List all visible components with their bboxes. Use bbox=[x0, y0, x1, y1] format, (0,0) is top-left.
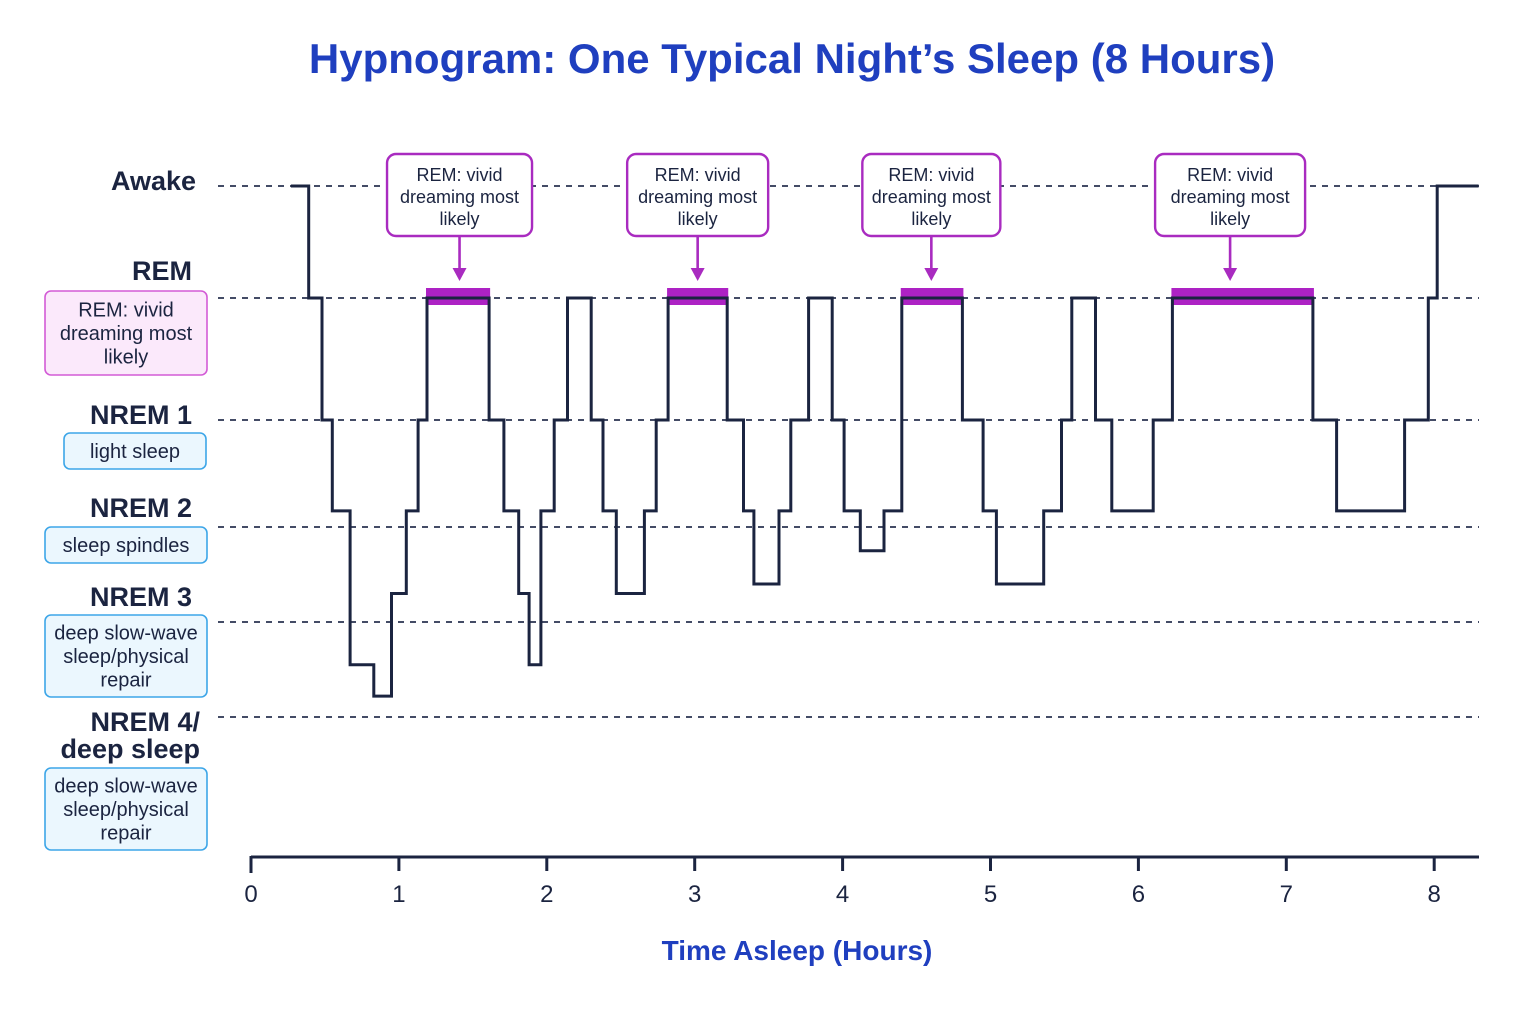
callout-text: REM: vivid dreaming most likely bbox=[1171, 165, 1290, 229]
stage-label-nrem2: NREM 2 bbox=[90, 493, 192, 523]
callout-text: REM: vivid dreaming most likely bbox=[638, 165, 757, 229]
hypnogram-series bbox=[290, 184, 1479, 698]
x-tick-label-7: 7 bbox=[1280, 881, 1293, 908]
stage-description-text: REM: vivid dreaming most likely bbox=[60, 300, 193, 369]
stage-description-nrem4: deep slow-wave sleep/physical repair bbox=[44, 767, 208, 851]
stage-gridlines bbox=[218, 185, 1479, 718]
callout-arrowhead bbox=[924, 268, 939, 281]
chart-title: Hypnogram: One Typical Night’s Sleep (8 … bbox=[309, 35, 1275, 82]
stage-description-box bbox=[44, 526, 208, 564]
stage-description-box bbox=[44, 290, 208, 376]
callout-text: REM: vivid dreaming most likely bbox=[400, 165, 519, 229]
stage-description-box bbox=[44, 614, 208, 698]
rem-callout-2: REM: vivid dreaming most likely bbox=[625, 152, 770, 281]
rem-callout-1: REM: vivid dreaming most likely bbox=[385, 152, 534, 281]
stage-description-nrem3: deep slow-wave sleep/physical repair bbox=[44, 614, 208, 698]
stage-label-nrem3: NREM 3 bbox=[90, 582, 192, 612]
stage-label-rem: REM bbox=[132, 256, 192, 286]
stage-description-text: light sleep bbox=[90, 441, 180, 463]
x-tick-label-0: 0 bbox=[244, 881, 257, 908]
rem-callouts: REM: vivid dreaming most likely REM: vivid d… bbox=[385, 152, 1307, 281]
stage-description-nrem2: sleep spindles bbox=[44, 526, 208, 564]
callout-arrowhead bbox=[1223, 268, 1238, 281]
x-axis-label: Time Asleep (Hours) bbox=[662, 935, 933, 966]
stage-description-nrem1: light sleep bbox=[63, 432, 207, 470]
stage-label-nrem4: NREM 4/deep sleep bbox=[60, 707, 200, 764]
x-tick-label-1: 1 bbox=[392, 881, 405, 908]
stage-description-text: sleep spindles bbox=[63, 535, 190, 557]
stage-label-awake: Awake bbox=[111, 166, 196, 196]
callout-arrowhead bbox=[690, 268, 705, 281]
stage-description-box bbox=[63, 432, 207, 470]
x-tick-label-3: 3 bbox=[688, 881, 701, 908]
x-tick-label-5: 5 bbox=[984, 881, 997, 908]
hypnogram-line bbox=[290, 184, 1479, 698]
stage-labels: Awake REM NREM 1 NREM 2 NREM 3 NREM 4/deep sl… bbox=[60, 166, 200, 764]
stage-descriptions: REM: vivid dreaming most likely light sleep… bbox=[44, 290, 208, 851]
x-tick-label-2: 2 bbox=[540, 881, 553, 908]
rem-callout-4: REM: vivid dreaming most likely bbox=[1153, 152, 1307, 281]
callout-text: REM: vivid dreaming most likely bbox=[872, 165, 991, 229]
stage-description-rem: REM: vivid dreaming most likely bbox=[44, 290, 208, 376]
stage-description-text: deep slow-wave sleep/physical repair bbox=[54, 623, 197, 692]
x-tick-label-6: 6 bbox=[1132, 881, 1145, 908]
rem-callout-3: REM: vivid dreaming most likely bbox=[861, 152, 1002, 281]
x-tick-label-4: 4 bbox=[836, 881, 849, 908]
x-axis: 0 1 2 3 4 5 6 7 8 bbox=[244, 855, 1479, 908]
callout-arrowhead bbox=[452, 268, 467, 281]
stage-description-text: deep slow-wave sleep/physical repair bbox=[54, 776, 197, 845]
stage-label-nrem1: NREM 1 bbox=[90, 400, 192, 430]
stage-description-box bbox=[44, 767, 208, 851]
x-tick-label-8: 8 bbox=[1428, 881, 1441, 908]
